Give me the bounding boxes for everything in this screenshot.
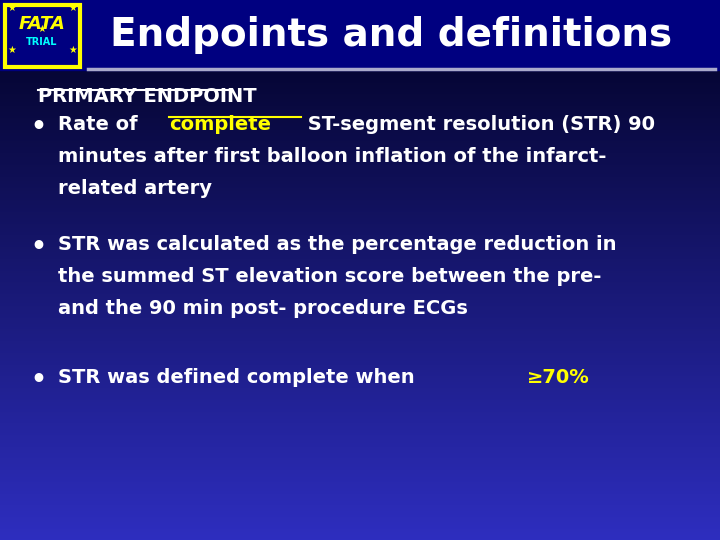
Text: ≥70%: ≥70% <box>527 368 590 387</box>
Text: ST-segment resolution (STR) 90: ST-segment resolution (STR) 90 <box>301 115 655 134</box>
Text: ★: ★ <box>8 45 17 55</box>
Text: ★: ★ <box>8 3 17 13</box>
Text: •: • <box>30 235 46 259</box>
Bar <box>0 0 720 70</box>
Text: and the 90 min post- procedure ECGs: and the 90 min post- procedure ECGs <box>58 299 468 318</box>
Text: ★: ★ <box>37 24 46 34</box>
Text: related artery: related artery <box>58 179 212 198</box>
Text: minutes after first balloon inflation of the infarct-: minutes after first balloon inflation of… <box>58 147 606 166</box>
Text: ★: ★ <box>68 45 77 55</box>
Text: STR was calculated as the percentage reduction in: STR was calculated as the percentage red… <box>58 235 616 254</box>
Text: Rate of: Rate of <box>58 115 145 134</box>
Text: PRIMARY ENDPOINT: PRIMARY ENDPOINT <box>38 87 256 106</box>
FancyBboxPatch shape <box>5 5 80 67</box>
Text: TRIAL: TRIAL <box>26 37 58 47</box>
Text: •: • <box>30 368 46 392</box>
Text: the summed ST elevation score between the pre-: the summed ST elevation score between th… <box>58 267 601 286</box>
Text: •: • <box>30 115 46 139</box>
Text: complete: complete <box>169 115 271 134</box>
Text: STR was defined complete when: STR was defined complete when <box>58 368 421 387</box>
Text: FATA: FATA <box>19 15 66 33</box>
Text: ★: ★ <box>68 3 77 13</box>
Text: Endpoints and definitions: Endpoints and definitions <box>110 16 672 54</box>
